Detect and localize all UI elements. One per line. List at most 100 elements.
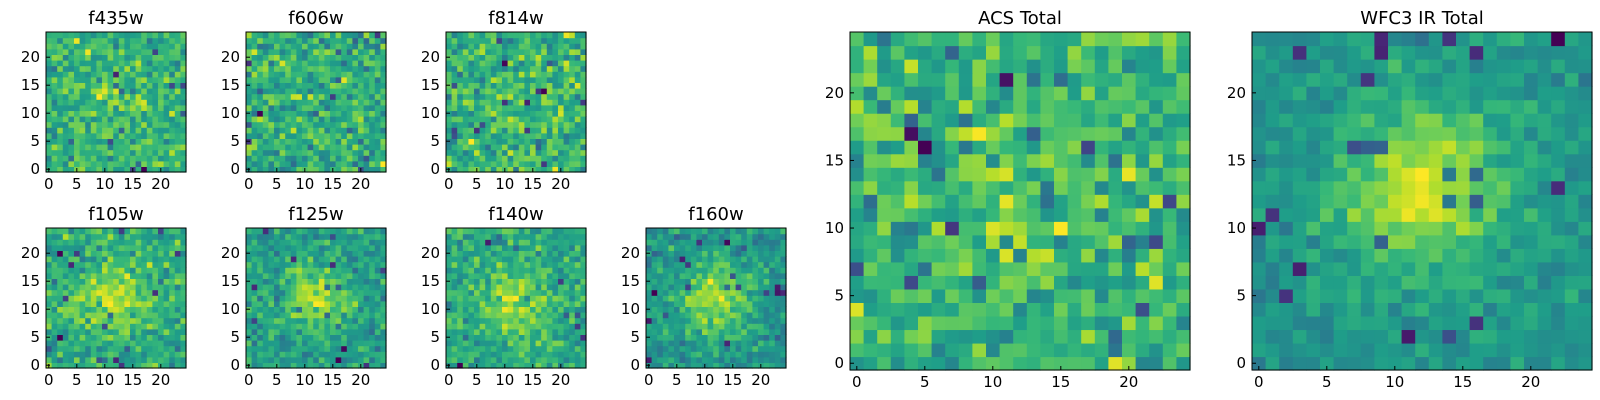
heatmap-cell: [485, 121, 492, 128]
heatmap-cell: [290, 267, 297, 274]
heatmap-cell: [285, 256, 292, 263]
heatmap-cell: [696, 289, 703, 296]
heatmap-cell: [724, 239, 731, 246]
heatmap-cell: [158, 267, 165, 274]
heatmap-cell: [1067, 180, 1082, 195]
heatmap-cell: [274, 132, 281, 139]
heatmap-cell: [262, 160, 269, 167]
heatmap-cell: [324, 272, 331, 279]
heatmap-cell: [986, 288, 1001, 303]
heatmap-cell: [141, 149, 148, 156]
heatmap-cell: [552, 306, 559, 313]
heatmap-cell: [251, 334, 258, 341]
heatmap-cell: [457, 356, 464, 363]
heatmap-cell: [102, 340, 109, 347]
heatmap-cell: [251, 340, 258, 347]
heatmap-cell: [358, 110, 365, 117]
heatmap-cell: [74, 334, 81, 341]
heatmap-cell: [352, 267, 359, 274]
heatmap-cell: [850, 194, 865, 209]
heatmap-cell: [369, 272, 376, 279]
heatmap-cell: [363, 71, 370, 78]
heatmap-cell: [668, 345, 675, 352]
heatmap-cell: [302, 306, 309, 313]
heatmap-cell: [130, 155, 137, 162]
heatmap-cell: [1135, 126, 1150, 141]
heatmap-cell: [118, 362, 125, 369]
heatmap-cell: [958, 315, 973, 331]
heatmap-cell: [169, 312, 176, 319]
heatmap-cell: [451, 228, 458, 235]
heatmap-cell: [74, 71, 81, 78]
heatmap-cell: [62, 233, 69, 240]
heatmap-cell: [102, 144, 109, 151]
heatmap-cell: [1162, 126, 1177, 141]
heatmap-cell: [124, 65, 131, 72]
heatmap-cell: [369, 65, 376, 72]
heatmap-cell: [541, 149, 548, 156]
heatmap-cell: [96, 71, 103, 78]
heatmap-cell: [274, 121, 281, 128]
heatmap-cell: [380, 132, 387, 139]
heatmap-cell: [1176, 315, 1191, 331]
heatmap-cell: [307, 239, 314, 246]
heatmap-cell: [1162, 342, 1177, 358]
heatmap-cell: [346, 93, 353, 100]
heatmap-cell: [558, 132, 565, 139]
heatmap-cell: [507, 99, 514, 106]
heatmap-cell: [174, 295, 181, 302]
heatmap-cell: [118, 110, 125, 117]
heatmap-cell: [268, 116, 275, 123]
heatmap-cell: [546, 166, 553, 173]
heatmap-cell: [346, 334, 353, 341]
heatmap-cell: [1013, 207, 1028, 222]
heatmap-cell: [274, 312, 281, 319]
heatmap-cell: [318, 300, 325, 307]
heatmap-cell: [780, 362, 787, 369]
heatmap-cell: [274, 37, 281, 44]
heatmap-cell: [535, 278, 542, 285]
heatmap-cell: [668, 261, 675, 268]
heatmap-cell: [535, 267, 542, 274]
heatmap-cell: [530, 155, 537, 162]
heatmap-cell: [958, 194, 973, 209]
heatmap-cell: [524, 284, 531, 291]
heatmap-cell: [180, 127, 187, 134]
heatmap-cell: [146, 351, 153, 358]
heatmap-cell: [358, 340, 365, 347]
heatmap-cell: [324, 37, 331, 44]
heatmap-cell: [363, 300, 370, 307]
heatmap-cell: [513, 71, 520, 78]
heatmap-cell: [135, 278, 142, 285]
heatmap-cell: [51, 295, 58, 302]
heatmap-cell: [746, 284, 753, 291]
heatmap-cell: [174, 250, 181, 257]
heatmap-cell: [735, 306, 742, 313]
heatmap-cell: [274, 88, 281, 95]
heatmap-cell: [702, 323, 709, 330]
heatmap-cell: [85, 160, 92, 167]
heatmap-cell: [46, 76, 53, 83]
heatmap-cell: [774, 267, 781, 274]
heatmap-cell: [524, 138, 531, 145]
heatmap-cell: [580, 284, 587, 291]
heatmap-cell: [74, 60, 81, 67]
heatmap-cell: [696, 239, 703, 246]
heatmap-cell: [774, 295, 781, 302]
heatmap-cell: [274, 351, 281, 358]
heatmap-cell: [57, 306, 64, 313]
heatmap-cell: [85, 71, 92, 78]
heatmap-cell: [46, 244, 53, 251]
heatmap-cell: [124, 166, 131, 173]
heatmap-cell: [46, 116, 53, 123]
heatmap-cell: [369, 345, 376, 352]
heatmap-cell: [307, 82, 314, 89]
heatmap-cell: [180, 328, 187, 335]
heatmap-cell: [468, 267, 475, 274]
heatmap-cell: [741, 323, 748, 330]
heatmap-cell: [574, 233, 581, 240]
heatmap-cell: [863, 140, 878, 155]
heatmap-cell: [257, 116, 264, 123]
heatmap-cell: [1054, 248, 1069, 263]
heatmap-cell: [96, 65, 103, 72]
